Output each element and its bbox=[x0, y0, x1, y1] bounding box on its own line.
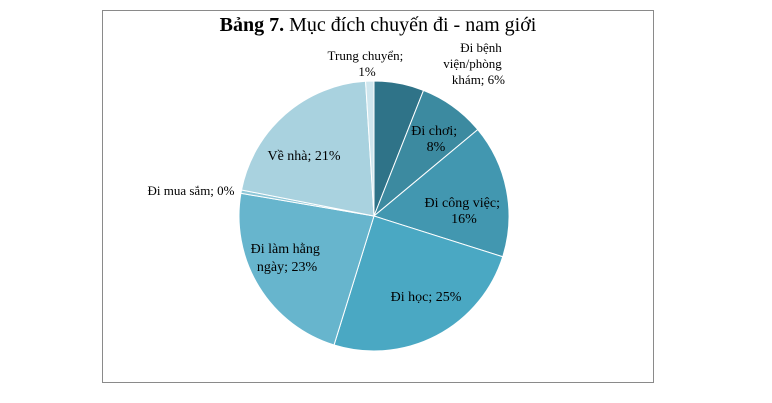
slice-label-benh-vien: Đi bệnh viện/phòng khám; 6% bbox=[443, 40, 505, 87]
chart-title: Bảng 7. Mục đích chuyến đi - nam giới bbox=[102, 14, 654, 37]
pie-slice-2 bbox=[372, 128, 510, 258]
slice-label-cong-viec: Đi công việc; 16% bbox=[425, 196, 504, 227]
pie-slice-3 bbox=[333, 215, 504, 352]
slice-label-di-hoc-line1: Đi học; 25% bbox=[391, 290, 462, 305]
slice-label-cong-viec-line2: 16% bbox=[451, 212, 477, 227]
pie-slice-6 bbox=[240, 80, 375, 217]
slice-label-mua-sam-line1: Đi mua sắm; 0% bbox=[147, 183, 234, 198]
pie-slices bbox=[238, 80, 510, 352]
slice-label-trung-chuyen-line1: Trung chuyển; bbox=[328, 48, 404, 63]
slice-label-cong-viec-line1: Đi công việc; bbox=[425, 196, 500, 211]
slice-label-di-lam-line2: ngày; 23% bbox=[257, 260, 318, 275]
slice-label-trung-chuyen-line2: 1% bbox=[358, 64, 376, 79]
slice-label-di-choi-line2: 8% bbox=[427, 140, 446, 155]
pie-slice-7 bbox=[365, 80, 375, 217]
slice-label-di-choi: Đi chơi; 8% bbox=[411, 124, 460, 155]
pie-labels: Đi bệnh viện/phòng khám; 6% Đi chơi; 8% … bbox=[147, 40, 505, 305]
slice-label-di-hoc: Đi học; 25% bbox=[391, 290, 462, 305]
chart-title-prefix: Bảng 7. bbox=[219, 14, 285, 36]
slice-label-di-lam: Đi làm hằng ngày; 23% bbox=[251, 242, 324, 275]
slice-label-mua-sam: Đi mua sắm; 0% bbox=[147, 183, 234, 198]
slice-label-ve-nha: Về nhà; 21% bbox=[267, 149, 340, 164]
slice-label-di-lam-line1: Đi làm hằng bbox=[251, 242, 320, 257]
chart-title-text: Mục đích chuyến đi - nam giới bbox=[289, 14, 537, 36]
slice-label-di-choi-line1: Đi chơi; bbox=[411, 124, 457, 139]
slice-label-benh-vien-line2: viện/phòng bbox=[443, 56, 502, 71]
pie-slice-4 bbox=[238, 192, 375, 346]
slice-label-benh-vien-line3: khám; 6% bbox=[452, 72, 505, 87]
slice-label-trung-chuyen: Trung chuyển; 1% bbox=[328, 48, 407, 79]
slice-label-benh-vien-line1: Đi bệnh bbox=[460, 40, 502, 55]
slice-label-ve-nha-line1: Về nhà; 21% bbox=[267, 149, 340, 164]
